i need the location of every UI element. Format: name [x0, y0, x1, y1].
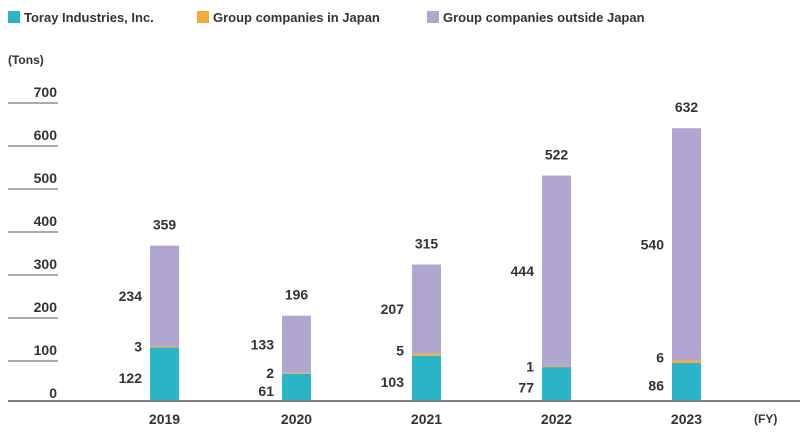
- bar-2021-series-0: [412, 355, 441, 400]
- legend-label-japan: Group companies in Japan: [213, 9, 380, 25]
- data-label-2023-outside: 540: [641, 236, 665, 252]
- x-tick-2020: 2020: [281, 411, 312, 427]
- data-label-2023-japan: 6: [656, 349, 664, 365]
- data-label-2019-japan: 3: [134, 338, 142, 354]
- legend-swatch-outside: [427, 11, 439, 23]
- total-label-2022: 522: [545, 147, 569, 163]
- y-tick-700: 700: [34, 84, 58, 100]
- data-label-2020-outside: 133: [251, 336, 275, 352]
- y-tick-600: 600: [34, 127, 58, 143]
- bar-2022-series-0: [542, 366, 571, 400]
- bar-2021-series-2: [412, 264, 441, 354]
- legend-swatch-toray: [8, 11, 20, 23]
- data-label-2023-toray: 86: [648, 378, 664, 394]
- x-axis-unit-label: (FY): [754, 412, 778, 426]
- y-tick-400: 400: [34, 213, 58, 229]
- bar-2019-series-0: [150, 347, 179, 400]
- total-label-2021: 315: [415, 236, 439, 252]
- bar-2022-series-1: [542, 366, 571, 368]
- bar-2020-series-1: [282, 372, 311, 374]
- bar-2023-series-2: [672, 128, 701, 361]
- bar-2020-series-0: [282, 373, 311, 400]
- data-label-2019-toray: 122: [119, 370, 143, 386]
- data-label-2020-japan: 2: [266, 365, 274, 381]
- total-label-2023: 632: [675, 99, 699, 115]
- bar-2023-series-0: [672, 363, 701, 400]
- legend-item-japan: Group companies in Japan: [197, 8, 380, 26]
- bar-2019-series-2: [150, 245, 179, 347]
- bar-2020-series-2: [282, 315, 311, 373]
- legend-label-outside: Group companies outside Japan: [443, 9, 645, 25]
- data-label-2022-toray: 77: [518, 379, 534, 395]
- total-label-2020: 196: [285, 287, 309, 303]
- total-label-2019: 359: [153, 217, 177, 233]
- x-tick-2021: 2021: [411, 411, 442, 427]
- data-label-2021-outside: 207: [381, 301, 405, 317]
- x-tick-2022: 2022: [541, 411, 572, 427]
- bar-2019-series-1: [150, 346, 179, 348]
- bar-2022-series-2: [542, 175, 571, 367]
- data-label-2020-toray: 61: [258, 383, 274, 399]
- data-label-2021-toray: 103: [381, 374, 405, 390]
- legend-item-toray: Toray Industries, Inc.: [8, 8, 154, 26]
- legend-item-outside: Group companies outside Japan: [427, 8, 645, 26]
- y-axis-unit-label: (Tons): [8, 53, 44, 67]
- bar-2023-series-1: [672, 360, 701, 364]
- y-tick-100: 100: [34, 342, 58, 358]
- y-tick-200: 200: [34, 299, 58, 315]
- x-tick-2019: 2019: [149, 411, 180, 427]
- y-tick-500: 500: [34, 170, 58, 186]
- bar-2021-series-1: [412, 353, 441, 356]
- legend-label-toray: Toray Industries, Inc.: [24, 9, 154, 25]
- y-tick-0: 0: [49, 385, 57, 401]
- data-label-2022-japan: 1: [526, 358, 534, 374]
- data-label-2021-japan: 5: [396, 343, 404, 359]
- y-tick-300: 300: [34, 256, 58, 272]
- legend-swatch-japan: [197, 11, 209, 23]
- data-label-2022-outside: 444: [511, 263, 535, 279]
- x-tick-2023: 2023: [671, 411, 702, 427]
- data-label-2019-outside: 234: [119, 288, 143, 304]
